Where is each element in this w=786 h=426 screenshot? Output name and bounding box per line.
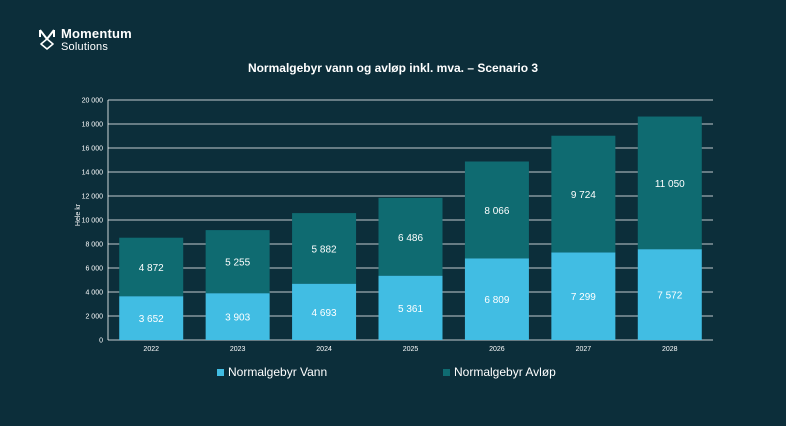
y-tick-label: 20 000 [82,98,104,105]
bar-avlop-2024 [292,213,357,284]
data-label: 4 693 [312,308,337,319]
data-label: 8 066 [484,206,509,217]
bar-avlop-2022 [119,237,184,297]
data-label: 5 255 [225,258,250,269]
y-tick-label: 12 000 [82,194,104,201]
y-tick-label: 2 000 [85,314,103,321]
legend-item-vann: Normalgebyr Vann [217,365,327,379]
data-label: 3 903 [225,313,250,324]
data-label: 4 872 [139,263,164,274]
x-tick-label: 2028 [662,346,678,353]
bar-vann-2025 [378,275,443,340]
y-tick-label: 14 000 [82,170,104,177]
bar-vann-2027 [551,252,616,340]
x-tick-label: 2026 [489,346,505,353]
bar-vann-2028 [637,249,702,340]
data-label: 7 299 [571,292,596,303]
bar-avlop-2028 [637,116,702,250]
data-label: 7 572 [657,291,682,302]
y-tick-label: 16 000 [82,146,104,153]
data-label: 6 486 [398,233,423,244]
legend-item-avlop: Normalgebyr Avløp [443,365,556,379]
legend-label: Normalgebyr Vann [228,365,328,379]
bar-avlop-2027 [551,135,616,253]
x-tick-label: 2023 [230,346,246,353]
y-tick-label: 6 000 [85,266,103,273]
data-label: 11 050 [655,179,685,190]
x-tick-label: 2025 [403,346,419,353]
data-label: 5 882 [312,244,337,255]
y-axis-title: Hele kr [75,203,82,226]
momentum-logo-icon [39,29,55,50]
chart-legend: Normalgebyr Vann Normalgebyr Avløp [0,365,786,381]
y-tick-label: 10 000 [82,218,104,225]
data-label: 6 809 [484,295,509,306]
legend-swatch [443,368,450,376]
y-tick-label: 8 000 [85,242,103,249]
bar-vann-2023 [205,293,270,340]
data-label: 3 652 [139,314,164,325]
brand-name: Momentum [61,26,132,41]
x-tick-label: 2024 [316,346,332,353]
chart-title: Normalgebyr vann og avløp inkl. mva. – S… [247,61,539,75]
bar-vann-2022 [119,296,184,340]
x-tick-label: 2027 [576,346,592,353]
data-label: 9 724 [571,190,596,201]
brand-logo: Momentum Solutions [38,27,132,53]
x-tick-label: 2022 [143,346,159,353]
bar-avlop-2025 [378,197,443,276]
bar-avlop-2023 [205,230,270,294]
y-tick-label: 18 000 [82,122,104,129]
brand-sub: Solutions [61,41,109,53]
legend-label: Normalgebyr Avløp [454,365,556,379]
bar-avlop-2026 [464,161,529,259]
bar-vann-2024 [292,283,357,340]
y-tick-label: 0 [99,338,103,345]
legend-swatch [217,368,224,376]
bar-vann-2026 [464,258,529,340]
data-label: 5 361 [398,304,423,315]
y-tick-label: 4 000 [85,290,103,297]
